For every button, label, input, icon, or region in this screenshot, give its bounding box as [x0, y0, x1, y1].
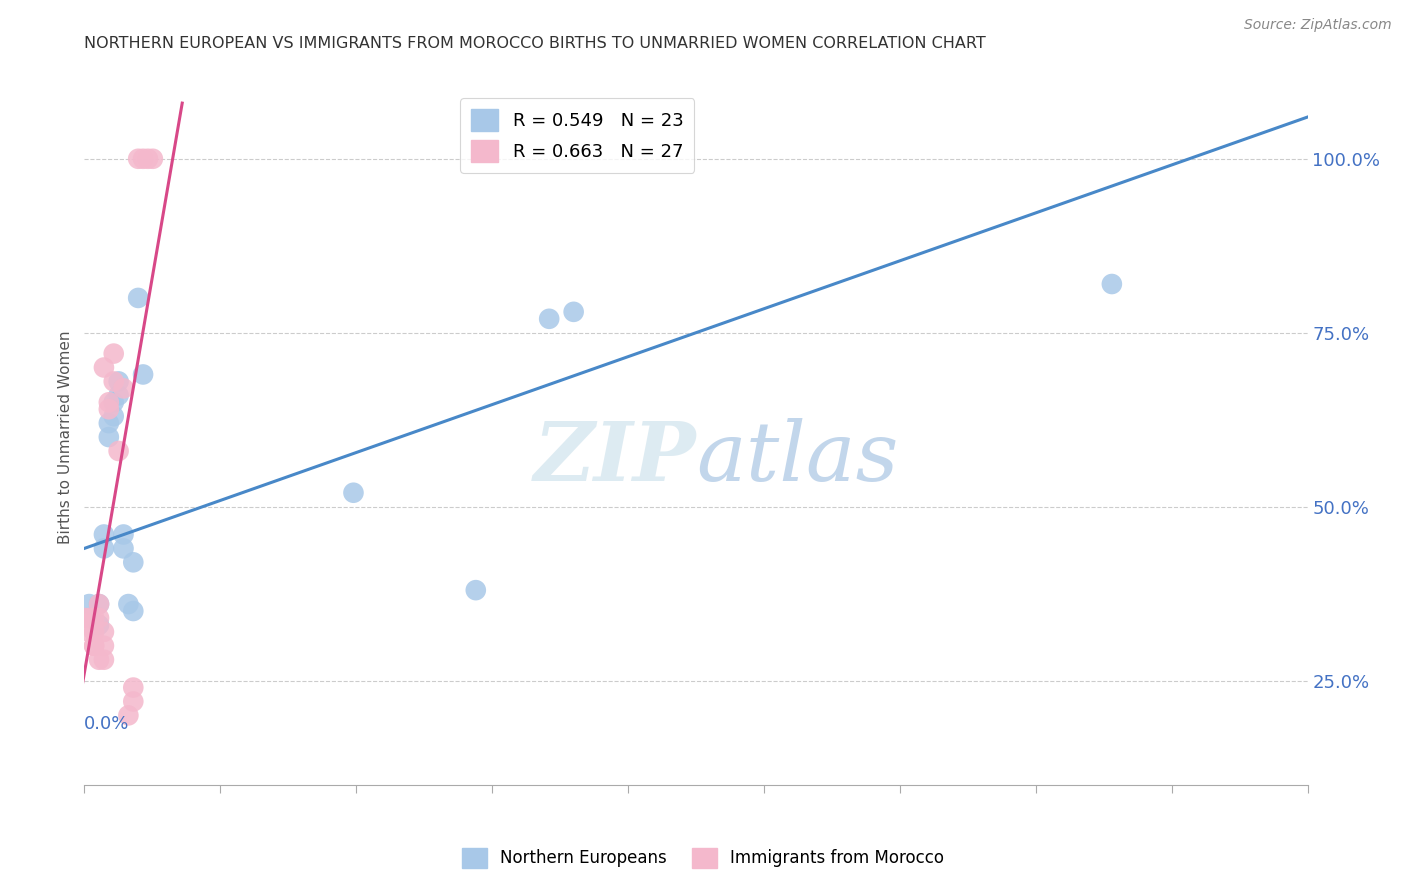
Point: [1101, 277, 1123, 291]
Point: [538, 311, 561, 326]
Point: [464, 583, 486, 598]
Point: [87, 611, 110, 625]
Point: [83, 639, 105, 653]
Point: [83, 611, 105, 625]
Point: [562, 305, 585, 319]
Point: [93, 360, 115, 375]
Point: [77, 611, 100, 625]
Point: [93, 624, 115, 639]
Y-axis label: Births to Unmarried Women: Births to Unmarried Women: [58, 330, 73, 544]
Legend: Northern Europeans, Immigrants from Morocco: Northern Europeans, Immigrants from Moro…: [456, 841, 950, 875]
Point: [97, 416, 120, 430]
Point: [93, 639, 115, 653]
Point: [117, 597, 139, 611]
Text: Source: ZipAtlas.com: Source: ZipAtlas.com: [1244, 18, 1392, 32]
Point: [93, 541, 115, 556]
Point: [127, 152, 149, 166]
Point: [83, 624, 105, 639]
Point: [107, 375, 129, 389]
Text: ZIP: ZIP: [533, 418, 696, 498]
Point: [107, 444, 129, 458]
Point: [103, 409, 125, 424]
Point: [77, 624, 100, 639]
Point: [122, 681, 145, 695]
Point: [117, 708, 139, 723]
Point: [87, 653, 110, 667]
Legend: R = 0.549   N = 23, R = 0.663   N = 27: R = 0.549 N = 23, R = 0.663 N = 27: [460, 98, 695, 173]
Text: NORTHERN EUROPEAN VS IMMIGRANTS FROM MOROCCO BIRTHS TO UNMARRIED WOMEN CORRELATI: NORTHERN EUROPEAN VS IMMIGRANTS FROM MOR…: [84, 36, 986, 51]
Point: [127, 291, 149, 305]
Point: [122, 694, 145, 708]
Point: [122, 555, 145, 569]
Point: [77, 597, 100, 611]
Point: [103, 346, 125, 360]
Point: [83, 639, 105, 653]
Point: [112, 527, 135, 541]
Point: [342, 485, 364, 500]
Point: [122, 604, 145, 618]
Text: 0.0%: 0.0%: [84, 715, 129, 733]
Point: [142, 152, 165, 166]
Point: [73, 611, 96, 625]
Point: [112, 541, 135, 556]
Point: [112, 381, 135, 395]
Point: [87, 597, 110, 611]
Point: [93, 527, 115, 541]
Point: [107, 388, 129, 402]
Text: atlas: atlas: [696, 418, 898, 498]
Point: [97, 430, 120, 444]
Point: [97, 395, 120, 409]
Point: [87, 597, 110, 611]
Point: [87, 618, 110, 632]
Point: [93, 653, 115, 667]
Point: [132, 152, 155, 166]
Point: [103, 375, 125, 389]
Point: [136, 152, 159, 166]
Point: [103, 395, 125, 409]
Point: [97, 402, 120, 417]
Point: [132, 368, 155, 382]
